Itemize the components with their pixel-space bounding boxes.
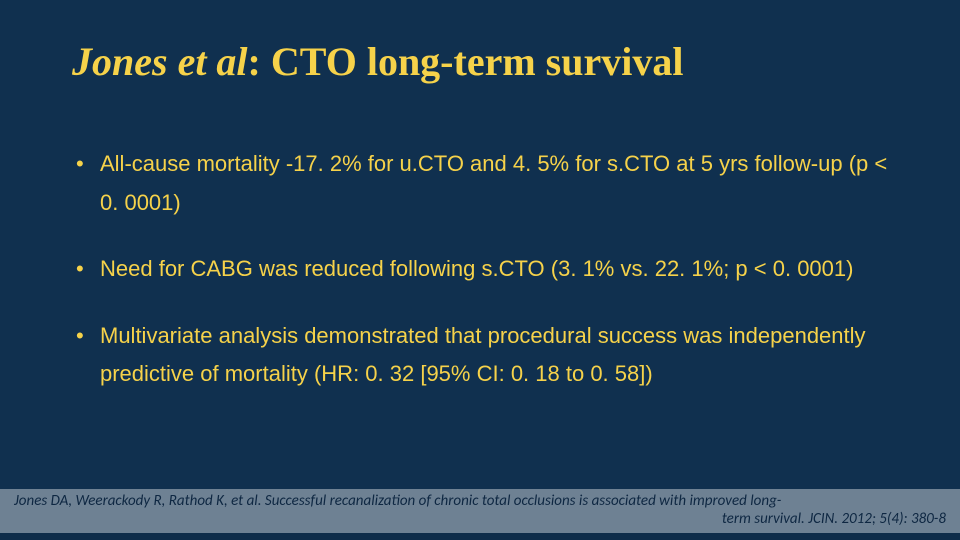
citation-band: Jones DA, Weerackody R, Rathod K, et al.… (0, 489, 960, 534)
bottom-lip (0, 533, 960, 540)
bullet-item: Multivariate analysis demonstrated that … (72, 317, 888, 394)
bullet-text: Multivariate analysis demonstrated that … (100, 323, 866, 387)
bullet-list: All-cause mortality -17. 2% for u.CTO an… (72, 145, 888, 394)
slide-body: All-cause mortality -17. 2% for u.CTO an… (72, 145, 888, 422)
title-lead: Jones et al (72, 39, 248, 84)
bullet-text: Need for CABG was reduced following s.CT… (100, 256, 853, 281)
bullet-text: All-cause mortality -17. 2% for u.CTO an… (100, 151, 887, 215)
citation-line-2: term survival. JCIN. 2012; 5(4): 380-8 (14, 510, 946, 529)
title-rest: : CTO long-term survival (248, 39, 684, 84)
slide: Jones et al: CTO long-term survival All-… (0, 0, 960, 540)
slide-title: Jones et al: CTO long-term survival (72, 40, 888, 84)
bullet-item: All-cause mortality -17. 2% for u.CTO an… (72, 145, 888, 222)
citation-line-1: Jones DA, Weerackody R, Rathod K, et al.… (14, 492, 781, 510)
bullet-item: Need for CABG was reduced following s.CT… (72, 250, 888, 289)
